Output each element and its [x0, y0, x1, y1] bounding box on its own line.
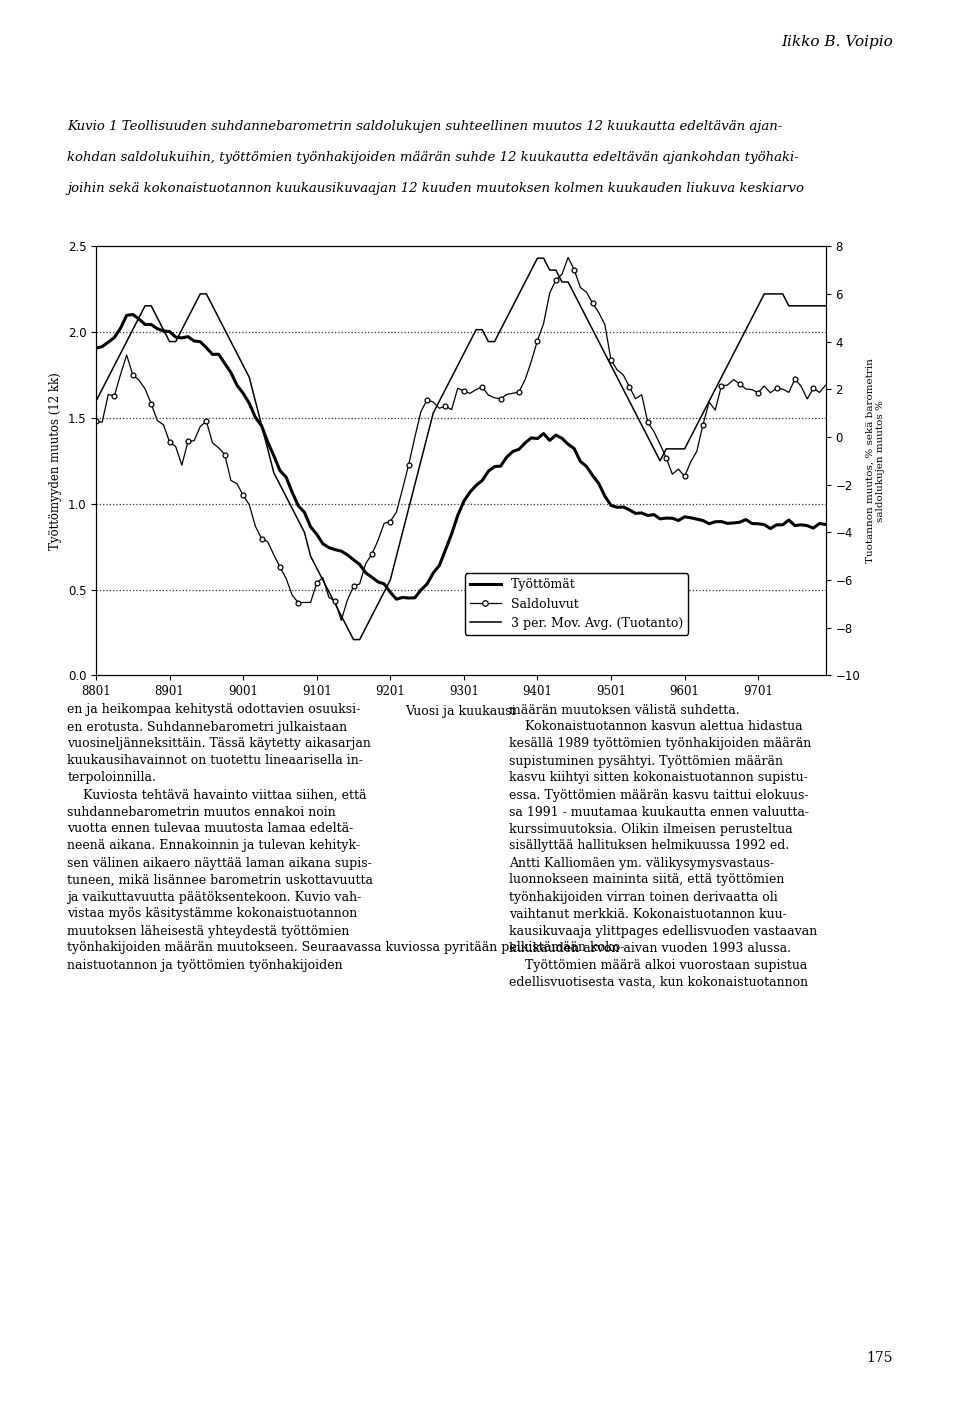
Text: 175: 175 [866, 1351, 893, 1365]
Text: Iikko B. Voipio: Iikko B. Voipio [781, 35, 893, 49]
Y-axis label: Työttömyyden muutos (12 kk): Työttömyyden muutos (12 kk) [49, 371, 62, 550]
Työttömät [679, 508, 690, 525]
Työttömät [90, 339, 102, 356]
Legend: Työttömät, Saldoluvut, 3 per. Mov. Avg. (Tuotanto): Työttömät, Saldoluvut, 3 per. Mov. Avg. … [465, 573, 688, 635]
Työttömät [820, 516, 831, 533]
Työttömät [293, 498, 304, 515]
Text: joihin sekä kokonaistuotannon kuukausikuvaajan 12 kuuden muutoksen kolmen kuukau: joihin sekä kokonaistuotannon kuukausiku… [67, 182, 804, 194]
Työttömät [807, 519, 819, 536]
Työttömät [250, 409, 261, 426]
Text: Kuvio 1 Teollisuuden suhdannebarometrin saldolukujen suhteellinen muutos 12 kuuk: Kuvio 1 Teollisuuden suhdannebarometrin … [67, 120, 782, 132]
Työttömät [605, 497, 616, 514]
Y-axis label: Tuotannon muutos, % sekä barometrin
saldolukujen muutos %: Tuotannon muutos, % sekä barometrin sald… [866, 359, 885, 563]
Työttömät [127, 307, 138, 324]
Työttömät [391, 591, 402, 608]
Line: Työttömät: Työttömät [96, 315, 826, 599]
Text: kohdan saldolukuihin, työttömien työnhakijoiden määrän suhde 12 kuukautta edeltä: kohdan saldolukuihin, työttömien työnhak… [67, 151, 799, 163]
X-axis label: Vuosi ja kuukausi: Vuosi ja kuukausi [405, 705, 516, 718]
Text: määrän muutoksen välistä suhdetta.
    Kokonaistuotannon kasvun alettua hidastua: määrän muutoksen välistä suhdetta. Kokon… [509, 704, 817, 989]
Työttömät [507, 443, 518, 460]
Text: en ja heikompaa kehitystä odottavien osuuksi-
en erotusta. Suhdannebarometri jul: en ja heikompaa kehitystä odottavien osu… [67, 704, 625, 971]
